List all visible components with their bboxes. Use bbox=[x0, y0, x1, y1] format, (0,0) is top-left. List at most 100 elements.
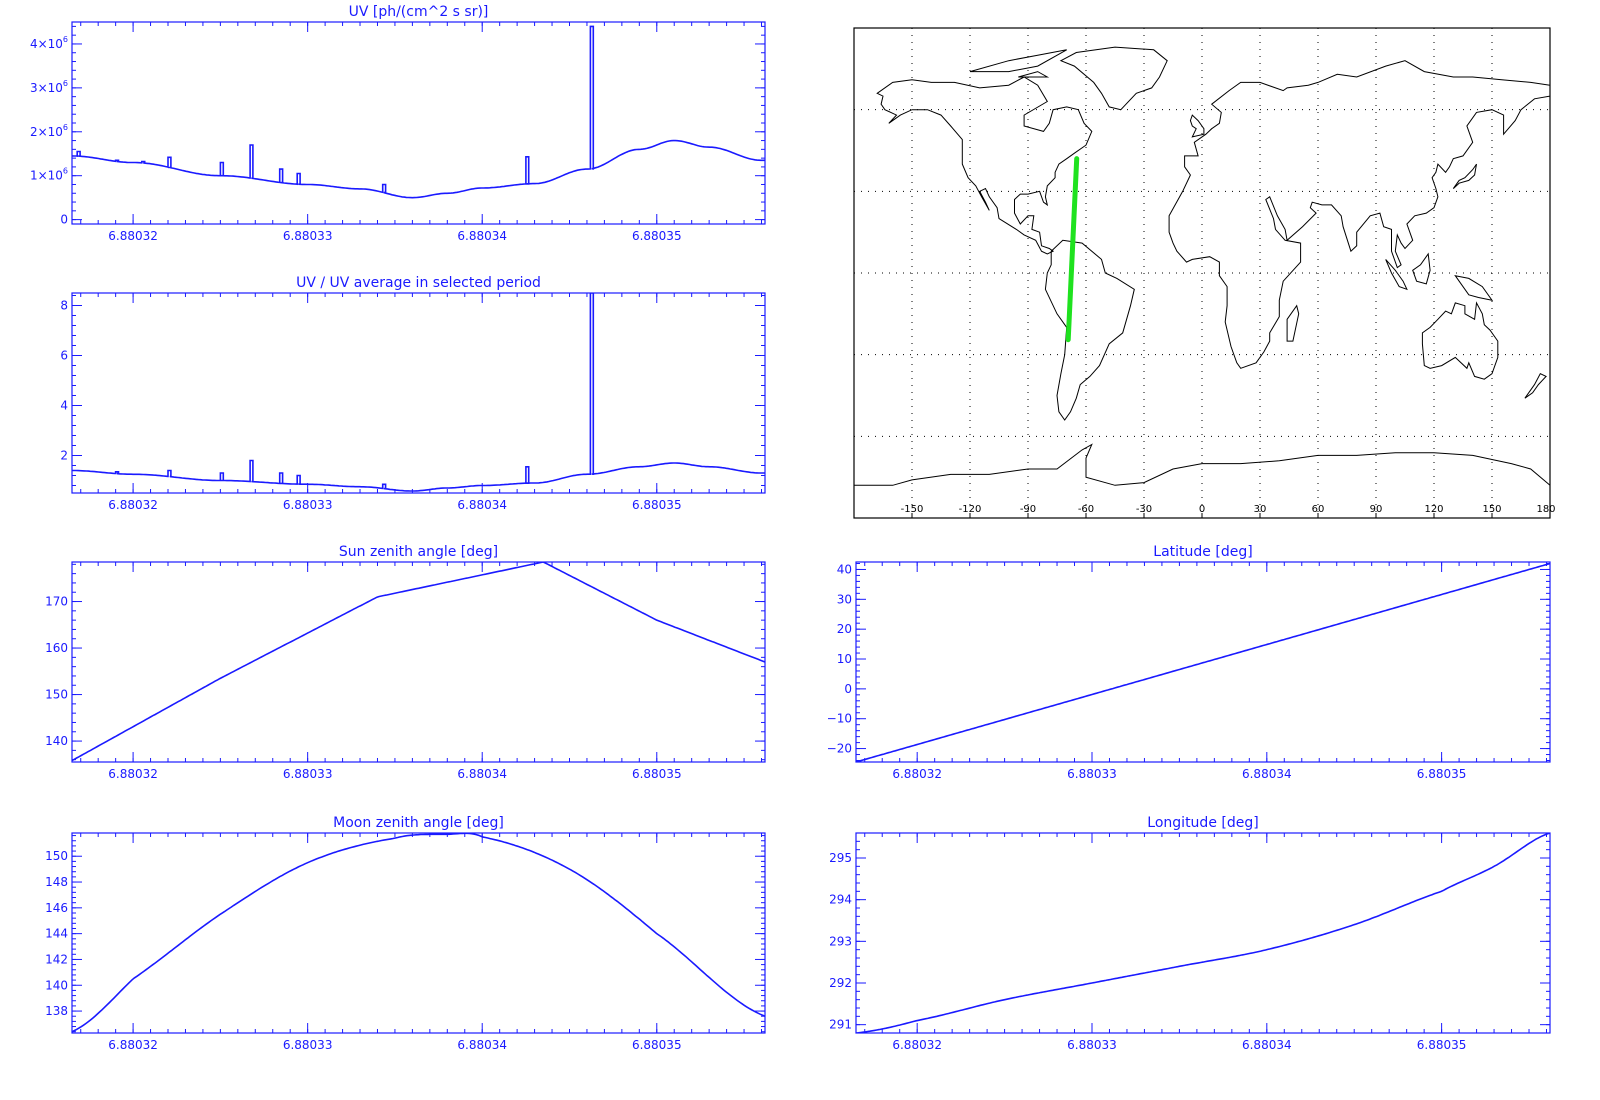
map-lon-label: -150 bbox=[901, 504, 924, 515]
x-tick-label: 6.88032 bbox=[108, 498, 158, 512]
x-tick-label: 6.88033 bbox=[283, 229, 333, 243]
y-tick-mantissa: 170 bbox=[45, 595, 68, 609]
y-tick-mantissa: 10 bbox=[837, 652, 852, 666]
ground-track bbox=[1065, 156, 1080, 343]
y-tick-mantissa: 142 bbox=[45, 952, 68, 966]
y-tick-label: 8 bbox=[60, 299, 68, 313]
chart-title: Longitude [deg] bbox=[1147, 815, 1258, 831]
y-tick-exponent: 6 bbox=[63, 35, 68, 44]
x-tick-label: 6.88034 bbox=[1242, 1038, 1292, 1052]
map-lon-label: -120 bbox=[959, 504, 982, 515]
y-tick-mantissa: 4 bbox=[60, 399, 68, 413]
y-tick-label: 10 bbox=[837, 652, 852, 666]
coastline-antarctica bbox=[854, 443, 1550, 486]
map-lon-label: 120 bbox=[1424, 504, 1443, 515]
series-line-uv bbox=[72, 25, 765, 199]
x-tick-label: 6.88034 bbox=[457, 229, 507, 243]
y-tick-label: 4×106 bbox=[30, 35, 68, 51]
y-tick-label: 140 bbox=[45, 734, 68, 748]
y-tick-mantissa: 4×10 bbox=[30, 37, 63, 51]
y-tick-label: 30 bbox=[837, 592, 852, 606]
x-tick-label: 6.88032 bbox=[108, 229, 158, 243]
map-lon-label: -30 bbox=[1136, 504, 1152, 515]
chart-title: Moon zenith angle [deg] bbox=[333, 815, 504, 831]
coastline-indonesia bbox=[1385, 259, 1408, 291]
y-tick-label: 150 bbox=[45, 849, 68, 863]
chart-panel-lat: Latitude [deg] 6.88032 6.88033 6.88034 6.880… bbox=[827, 544, 1551, 781]
map-lon-label: 30 bbox=[1254, 504, 1267, 515]
y-tick-label: 148 bbox=[45, 875, 68, 889]
y-tick-label: 40 bbox=[837, 562, 852, 576]
series-line-sun bbox=[72, 562, 765, 762]
y-tick-label: 4 bbox=[60, 399, 68, 413]
chart-panel-moon: Moon zenith angle [deg] 6.88032 6.88033 6.8… bbox=[45, 815, 766, 1052]
map-panel: -150 -120 -90 -60 -30 0 30 60 90 120 150 180 bbox=[853, 27, 1556, 519]
coastline-madagascar bbox=[1286, 304, 1300, 342]
y-tick-label: 138 bbox=[45, 1004, 68, 1018]
y-tick-label: 140 bbox=[45, 978, 68, 992]
x-tick-label: 6.88033 bbox=[283, 498, 333, 512]
x-tick-label: 6.88033 bbox=[1067, 1038, 1117, 1052]
plot-frame bbox=[71, 561, 766, 763]
y-tick-label: −20 bbox=[827, 742, 852, 756]
x-tick-label: 6.88035 bbox=[632, 1038, 682, 1052]
y-tick-mantissa: 148 bbox=[45, 875, 68, 889]
x-tick-label: 6.88035 bbox=[632, 498, 682, 512]
y-tick-mantissa: 1×10 bbox=[30, 169, 63, 183]
map-lon-label: 90 bbox=[1370, 504, 1383, 515]
chart-title: Sun zenith angle [deg] bbox=[339, 544, 498, 560]
x-tick-label: 6.88032 bbox=[892, 767, 942, 781]
coastline-new-zealand bbox=[1524, 373, 1547, 399]
coastline-australia bbox=[1421, 301, 1499, 380]
y-tick-mantissa: 144 bbox=[45, 927, 68, 941]
x-tick-label: 6.88032 bbox=[892, 1038, 942, 1052]
y-tick-mantissa: 40 bbox=[837, 562, 852, 576]
y-tick-mantissa: 3×10 bbox=[30, 81, 63, 95]
y-tick-label: 170 bbox=[45, 595, 68, 609]
y-tick-label: 2×106 bbox=[30, 123, 68, 139]
y-tick-label: 150 bbox=[45, 688, 68, 702]
y-tick-label: 160 bbox=[45, 641, 68, 655]
y-tick-mantissa: −20 bbox=[827, 742, 852, 756]
map-lon-label: -90 bbox=[1020, 504, 1036, 515]
y-tick-label: −10 bbox=[827, 712, 852, 726]
y-tick-mantissa: 294 bbox=[829, 893, 852, 907]
x-tick-label: 6.88034 bbox=[1242, 767, 1292, 781]
map-lon-label: 60 bbox=[1312, 504, 1325, 515]
coastline-north-america bbox=[876, 76, 1093, 255]
coastline-great-britain bbox=[1189, 114, 1205, 138]
y-tick-label: 6 bbox=[60, 349, 68, 363]
chart-panel-ratio: UV / UV average in selected period 6.8803… bbox=[60, 275, 766, 512]
x-tick-label: 6.88032 bbox=[108, 1038, 158, 1052]
series-line-lat bbox=[856, 562, 1550, 762]
y-tick-mantissa: 30 bbox=[837, 592, 852, 606]
y-tick-mantissa: 0 bbox=[844, 682, 852, 696]
y-tick-mantissa: 8 bbox=[60, 299, 68, 313]
y-tick-label: 293 bbox=[829, 934, 852, 948]
y-tick-mantissa: 140 bbox=[45, 978, 68, 992]
y-tick-mantissa: 6 bbox=[60, 349, 68, 363]
x-tick-label: 6.88034 bbox=[457, 498, 507, 512]
y-tick-mantissa: 140 bbox=[45, 734, 68, 748]
map-lon-label: 150 bbox=[1482, 504, 1501, 515]
y-tick-label: 294 bbox=[829, 893, 852, 907]
y-tick-label: 1×106 bbox=[30, 167, 68, 183]
map-lon-label: 0 bbox=[1199, 504, 1205, 515]
plot-frame bbox=[71, 832, 766, 1034]
y-tick-mantissa: 150 bbox=[45, 849, 68, 863]
y-tick-mantissa: 20 bbox=[837, 622, 852, 636]
y-tick-mantissa: 291 bbox=[829, 1018, 852, 1032]
coastline-japan bbox=[1452, 163, 1477, 189]
y-tick-label: 292 bbox=[829, 976, 852, 990]
y-tick-label: 0 bbox=[844, 682, 852, 696]
chart-title: Latitude [deg] bbox=[1153, 544, 1252, 560]
series-line-lon bbox=[856, 833, 1550, 1033]
y-tick-label: 142 bbox=[45, 952, 68, 966]
y-tick-label: 2 bbox=[60, 449, 68, 463]
coastline-greenland bbox=[1059, 46, 1168, 111]
y-tick-label: 0 bbox=[60, 213, 68, 227]
chart-title: UV / UV average in selected period bbox=[296, 275, 541, 291]
x-tick-label: 6.88033 bbox=[283, 767, 333, 781]
chart-panel-lon: Longitude [deg] 6.88032 6.88033 6.88034 6.88… bbox=[829, 815, 1551, 1052]
y-tick-mantissa: 2 bbox=[60, 449, 68, 463]
